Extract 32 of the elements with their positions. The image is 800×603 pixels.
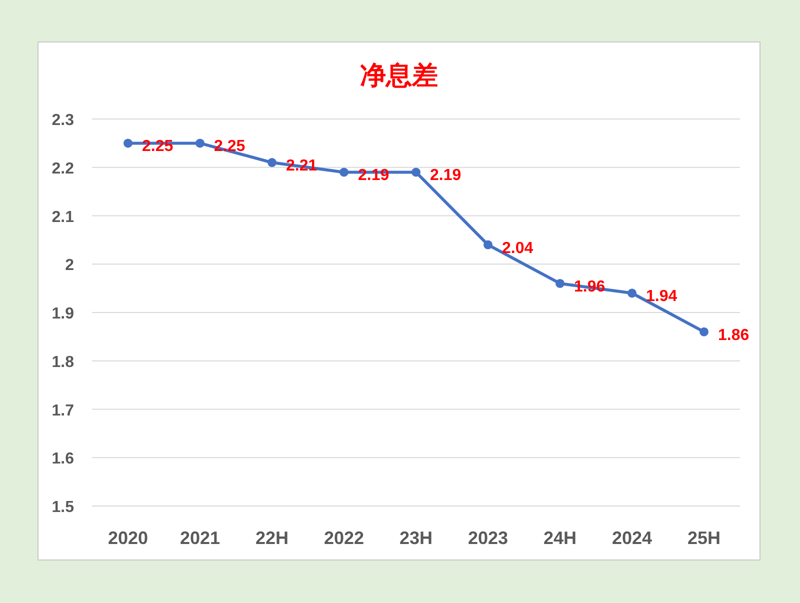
- x-tick-label: 2022: [324, 528, 364, 548]
- point: [196, 138, 204, 148]
- y-tick-label: 2.2: [52, 160, 74, 178]
- x-tick-label: 2024: [612, 528, 652, 548]
- x-tick-label: 2021: [180, 528, 220, 548]
- y-tick-label: 1.6: [52, 450, 74, 468]
- y-tick-label: 2.1: [52, 208, 74, 226]
- point: [412, 168, 420, 177]
- data-label: 2.04: [502, 240, 534, 257]
- data-label: 2.19: [430, 167, 462, 184]
- y-tick-label: 1.8: [52, 354, 74, 371]
- y-tick-label: 1.7: [52, 402, 74, 420]
- point: [340, 168, 348, 177]
- point: [124, 138, 132, 148]
- data-label: 1.86: [718, 326, 750, 344]
- y-tick-label: 1.9: [52, 306, 74, 322]
- chart-title: 净息差: [360, 60, 438, 90]
- point: [268, 158, 276, 168]
- point: [556, 278, 564, 288]
- x-tick-label: 2020: [108, 528, 148, 548]
- x-tick-label: 23H: [399, 528, 433, 548]
- point: [484, 240, 492, 250]
- y-tick-label: 2.3: [52, 112, 74, 129]
- point: [700, 327, 708, 336]
- y-tick-label: 2: [65, 257, 74, 274]
- y-tick-label: 1.5: [52, 499, 74, 516]
- x-tick-label: 24H: [543, 528, 577, 548]
- x-tick-label: 25H: [687, 528, 721, 548]
- data-label: 1.94: [646, 288, 678, 306]
- point: [628, 288, 636, 298]
- x-tick-label: 22H: [255, 528, 289, 548]
- x-tick-label: 2023: [468, 528, 508, 548]
